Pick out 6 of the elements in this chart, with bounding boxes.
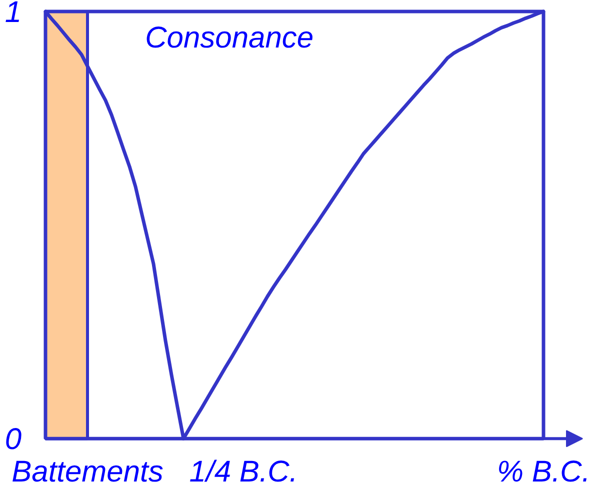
x-tick-label: % B.C. [496, 456, 590, 488]
y-tick-label: 0 [4, 423, 22, 456]
y-tick-label: 1 [4, 0, 22, 29]
x-tick-label: Battements [12, 456, 164, 488]
x-tick-label: 1/4 B.C. [189, 456, 298, 488]
series-label: Consonance [145, 21, 314, 54]
